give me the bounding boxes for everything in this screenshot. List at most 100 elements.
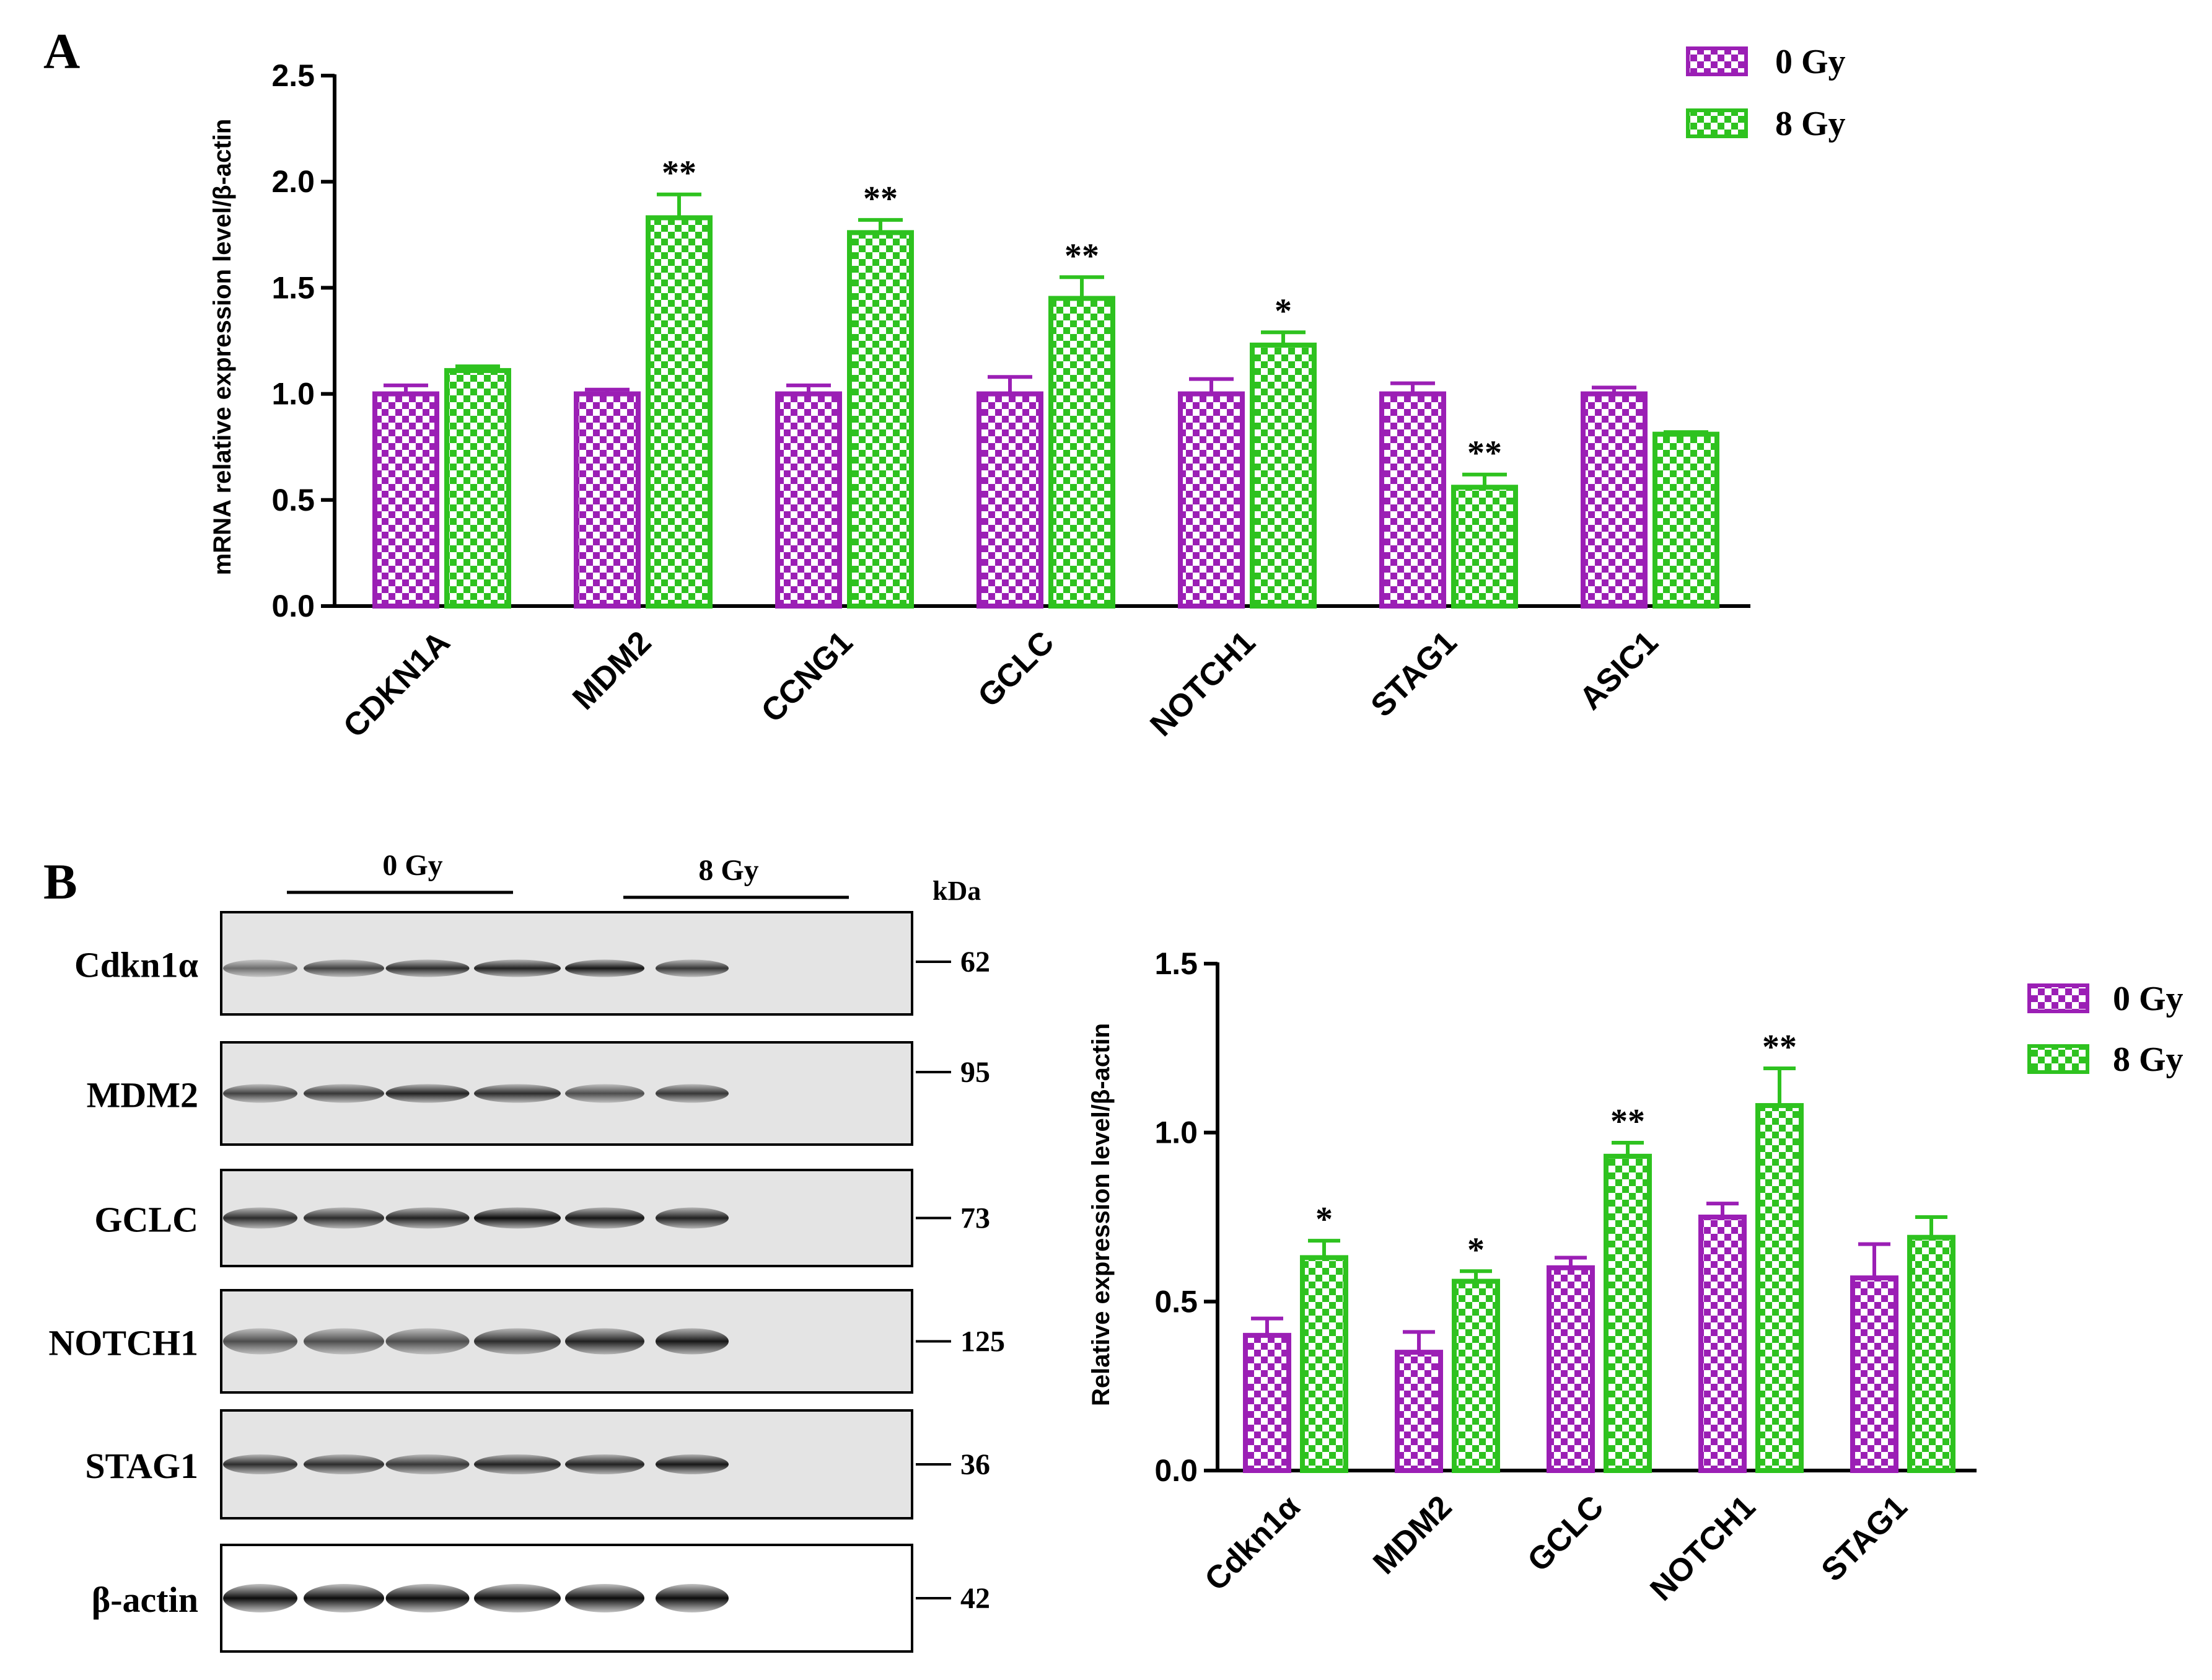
blot-band	[565, 959, 644, 977]
blot-kda-label: 73	[960, 1202, 990, 1235]
blot-band	[385, 959, 470, 977]
chartb-category-label: GCLC	[1521, 1489, 1610, 1578]
charta-category-label: ASIC1	[1573, 624, 1665, 716]
chartb-significance-marker: **	[1762, 1028, 1797, 1066]
blot-protein-label: Cdkn1α	[74, 945, 198, 985]
chartb-bar-8gy	[1452, 1278, 1500, 1473]
blot-band	[223, 1584, 297, 1612]
charta-bar-0gy	[1379, 391, 1446, 609]
chart-a-y-axis-label: mRNA relative expression level/β-actin	[209, 119, 236, 576]
chartb-bar-0gy	[1395, 1350, 1443, 1473]
chartb-category-label: NOTCH1	[1643, 1489, 1762, 1607]
legend-label-0gy: 0 Gy	[1775, 43, 1846, 81]
blot-protein-label: STAG1	[85, 1446, 198, 1486]
charta-y-tick-label: 0.0	[271, 589, 315, 623]
blot-band	[385, 1454, 470, 1474]
blot-kda-label: 36	[960, 1448, 990, 1481]
blot-band	[474, 959, 561, 977]
blot-band	[565, 1207, 644, 1229]
charta-bar-0gy	[372, 391, 439, 609]
charta-y-tick-label: 2.5	[271, 58, 315, 93]
chartb-significance-marker: **	[1610, 1102, 1645, 1141]
charta-category-label: CCNG1	[755, 624, 860, 729]
blot-band	[474, 1207, 561, 1229]
legend-label-8gy: 8 Gy	[1775, 105, 1846, 143]
blot-band	[656, 1328, 729, 1355]
charta-bar-0gy	[775, 391, 842, 609]
blot-band	[304, 1454, 384, 1474]
charta-y-tick-label: 1.0	[271, 377, 315, 411]
charta-significance-marker: **	[1467, 434, 1502, 473]
chartb-bar-0gy	[1243, 1332, 1291, 1474]
blot-band	[304, 959, 384, 977]
chartb-bar-0gy	[1547, 1265, 1595, 1474]
chartb-bar-8gy	[1907, 1234, 1955, 1473]
blot-band	[656, 1207, 729, 1229]
legend-swatch-0gy	[1686, 46, 1748, 76]
charta-category-label: STAG1	[1364, 624, 1464, 724]
blot-band	[474, 1454, 561, 1474]
blot-group-label-8gy: 8 Gy	[698, 854, 758, 887]
chartb-y-tick-label: 0.0	[1154, 1453, 1198, 1488]
blot-kda-label: 125	[960, 1326, 1005, 1358]
charta-category-label: MDM2	[566, 624, 658, 716]
charta-significance-marker: **	[1064, 237, 1099, 275]
blot-band	[304, 1207, 384, 1229]
chartb-y-tick-label: 0.5	[1154, 1284, 1198, 1319]
blot-band	[565, 1084, 644, 1103]
chartb-category-label: MDM2	[1366, 1489, 1459, 1581]
chartb-y-tick-label: 1.5	[1154, 946, 1198, 981]
chartb-y-tick-label: 1.0	[1154, 1115, 1198, 1150]
legend-swatch-8gy	[1686, 108, 1748, 138]
legend-b-label-0gy: 0 Gy	[2113, 980, 2183, 1018]
blot-protein-label: GCLC	[94, 1200, 198, 1240]
blot-band	[385, 1328, 470, 1355]
blot-kda-label: 42	[960, 1582, 990, 1615]
blot-band	[304, 1328, 384, 1355]
chartb-bar-8gy	[1755, 1103, 1804, 1474]
blot-band	[565, 1328, 644, 1355]
western-blot: 0 Gy 8 Gy kDa Cdkn1α 62 MDM2 95 GCLC 73 NOTCH1…	[48, 849, 1005, 1653]
charta-bar-8gy	[646, 215, 713, 609]
blot-protein-label: MDM2	[87, 1075, 198, 1115]
blot-band	[223, 1328, 297, 1355]
charta-significance-marker: *	[1275, 292, 1292, 330]
charta-bar-8gy	[1048, 296, 1115, 609]
blot-band	[304, 1584, 384, 1612]
blot-band	[565, 1454, 644, 1474]
blot-band	[385, 1584, 470, 1612]
blot-band	[223, 959, 297, 977]
panel-label-a: A	[43, 23, 80, 79]
chart-b-legend: 0 Gy 8 Gy	[2027, 980, 2183, 1079]
blot-band	[385, 1207, 470, 1229]
blot-band	[474, 1084, 561, 1103]
charta-bar-8gy	[1250, 342, 1317, 609]
blot-band	[656, 1084, 729, 1103]
chartb-category-label: STAG1	[1815, 1489, 1915, 1588]
blot-band	[385, 1084, 470, 1103]
chartb-bar-8gy	[1604, 1153, 1652, 1473]
blot-band	[304, 1084, 384, 1103]
blot-kda-header: kDa	[933, 876, 981, 906]
charta-bar-0gy	[1178, 391, 1245, 609]
blot-band	[474, 1328, 561, 1355]
charta-category-label: CDKN1A	[336, 624, 457, 744]
chart-b: Relative expression level/β-actin 0 Gy 8…	[1087, 946, 2183, 1608]
blot-band	[223, 1084, 297, 1103]
chartb-bar-0gy	[1698, 1215, 1747, 1473]
blot-band	[223, 1454, 297, 1474]
blot-protein-label: β-actin	[92, 1580, 198, 1620]
chart-a-legend: 0 Gy 8 Gy	[1686, 43, 1846, 143]
blot-band	[656, 959, 729, 977]
blot-band	[656, 1454, 729, 1474]
charta-bar-0gy	[1581, 391, 1648, 609]
blot-band	[474, 1584, 561, 1612]
blot-band	[223, 1207, 297, 1229]
blot-kda-label: 62	[960, 946, 990, 979]
chartb-significance-marker: *	[1315, 1200, 1333, 1239]
charta-y-tick-label: 0.5	[271, 483, 315, 517]
charta-category-label: NOTCH1	[1143, 624, 1262, 743]
blot-group-label-0gy: 0 Gy	[382, 849, 442, 882]
charta-bar-8gy	[1652, 431, 1719, 609]
